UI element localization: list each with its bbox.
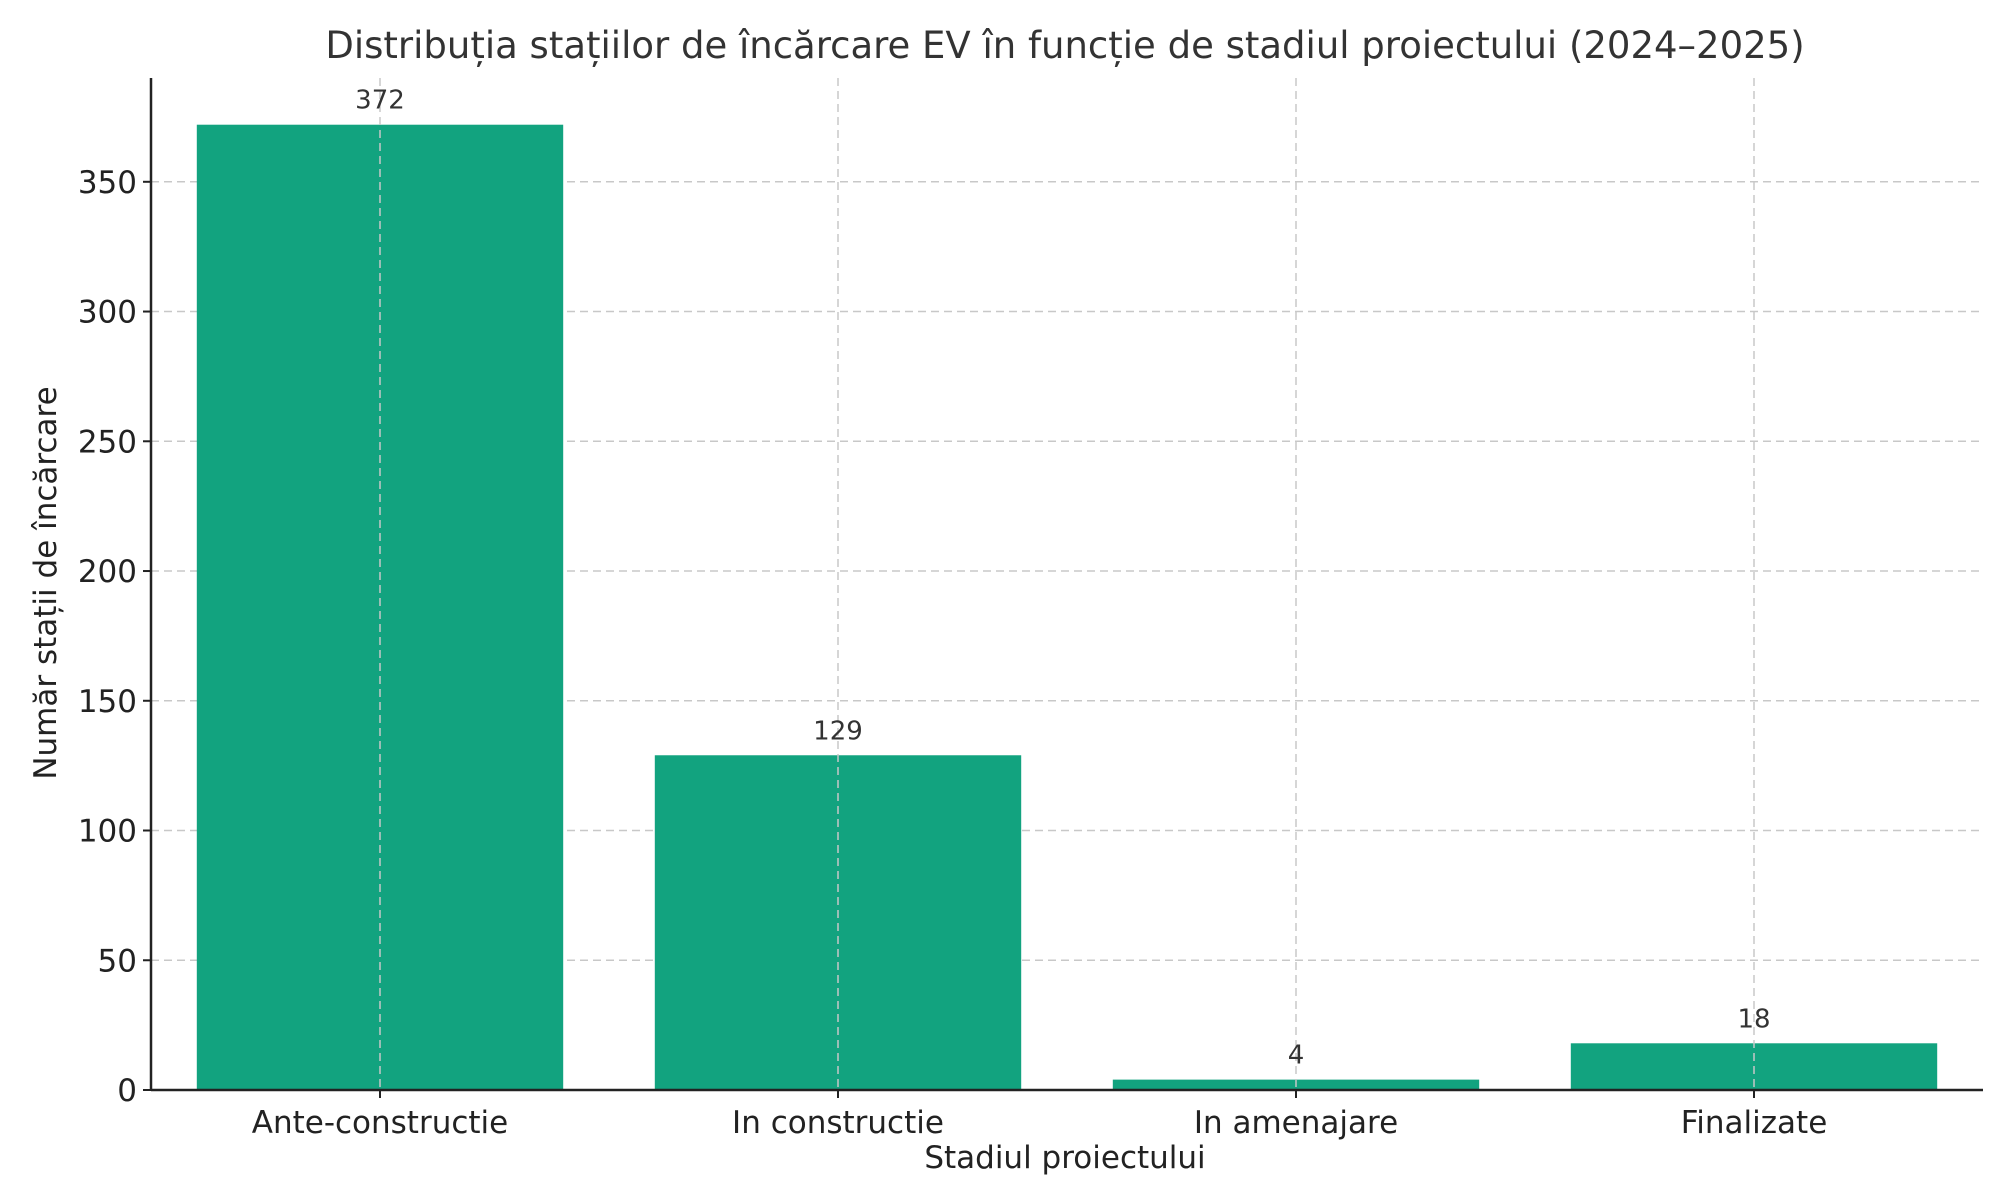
labels: 0 50 100 150 200 250 300 350 Ante-constructie 372…: [78, 86, 1827, 1141]
y-tick-label: 100: [78, 814, 137, 850]
data-label: 4: [1288, 1041, 1305, 1071]
data-label: 372: [355, 86, 405, 116]
x-tick-label: Finalizate: [1681, 1105, 1828, 1141]
chart-title: Distribuția stațiilor de încărcare EV în…: [325, 24, 1804, 67]
y-tick-label: 150: [78, 684, 137, 720]
y-tick-label: 250: [78, 424, 137, 460]
bar: [196, 124, 564, 1090]
y-tick-label: 0: [117, 1073, 137, 1109]
x-axis-label: Stadiul proiectului: [924, 1140, 1205, 1176]
data-label: 129: [813, 716, 863, 746]
y-tick-label: 300: [78, 295, 137, 331]
y-axis-label: Număr stații de încărcare: [28, 386, 64, 779]
x-tick-label: Ante-constructie: [252, 1105, 509, 1141]
data-label: 18: [1737, 1004, 1770, 1034]
y-tick-label: 200: [78, 554, 137, 590]
x-tick-label: In constructie: [732, 1105, 944, 1141]
y-tick-label: 50: [98, 943, 137, 979]
axes: [143, 78, 1983, 1098]
y-tick-label: 350: [78, 165, 137, 201]
bar: [654, 755, 1022, 1090]
x-tick-label: In amenajare: [1194, 1105, 1398, 1141]
bars: [196, 124, 1938, 1090]
